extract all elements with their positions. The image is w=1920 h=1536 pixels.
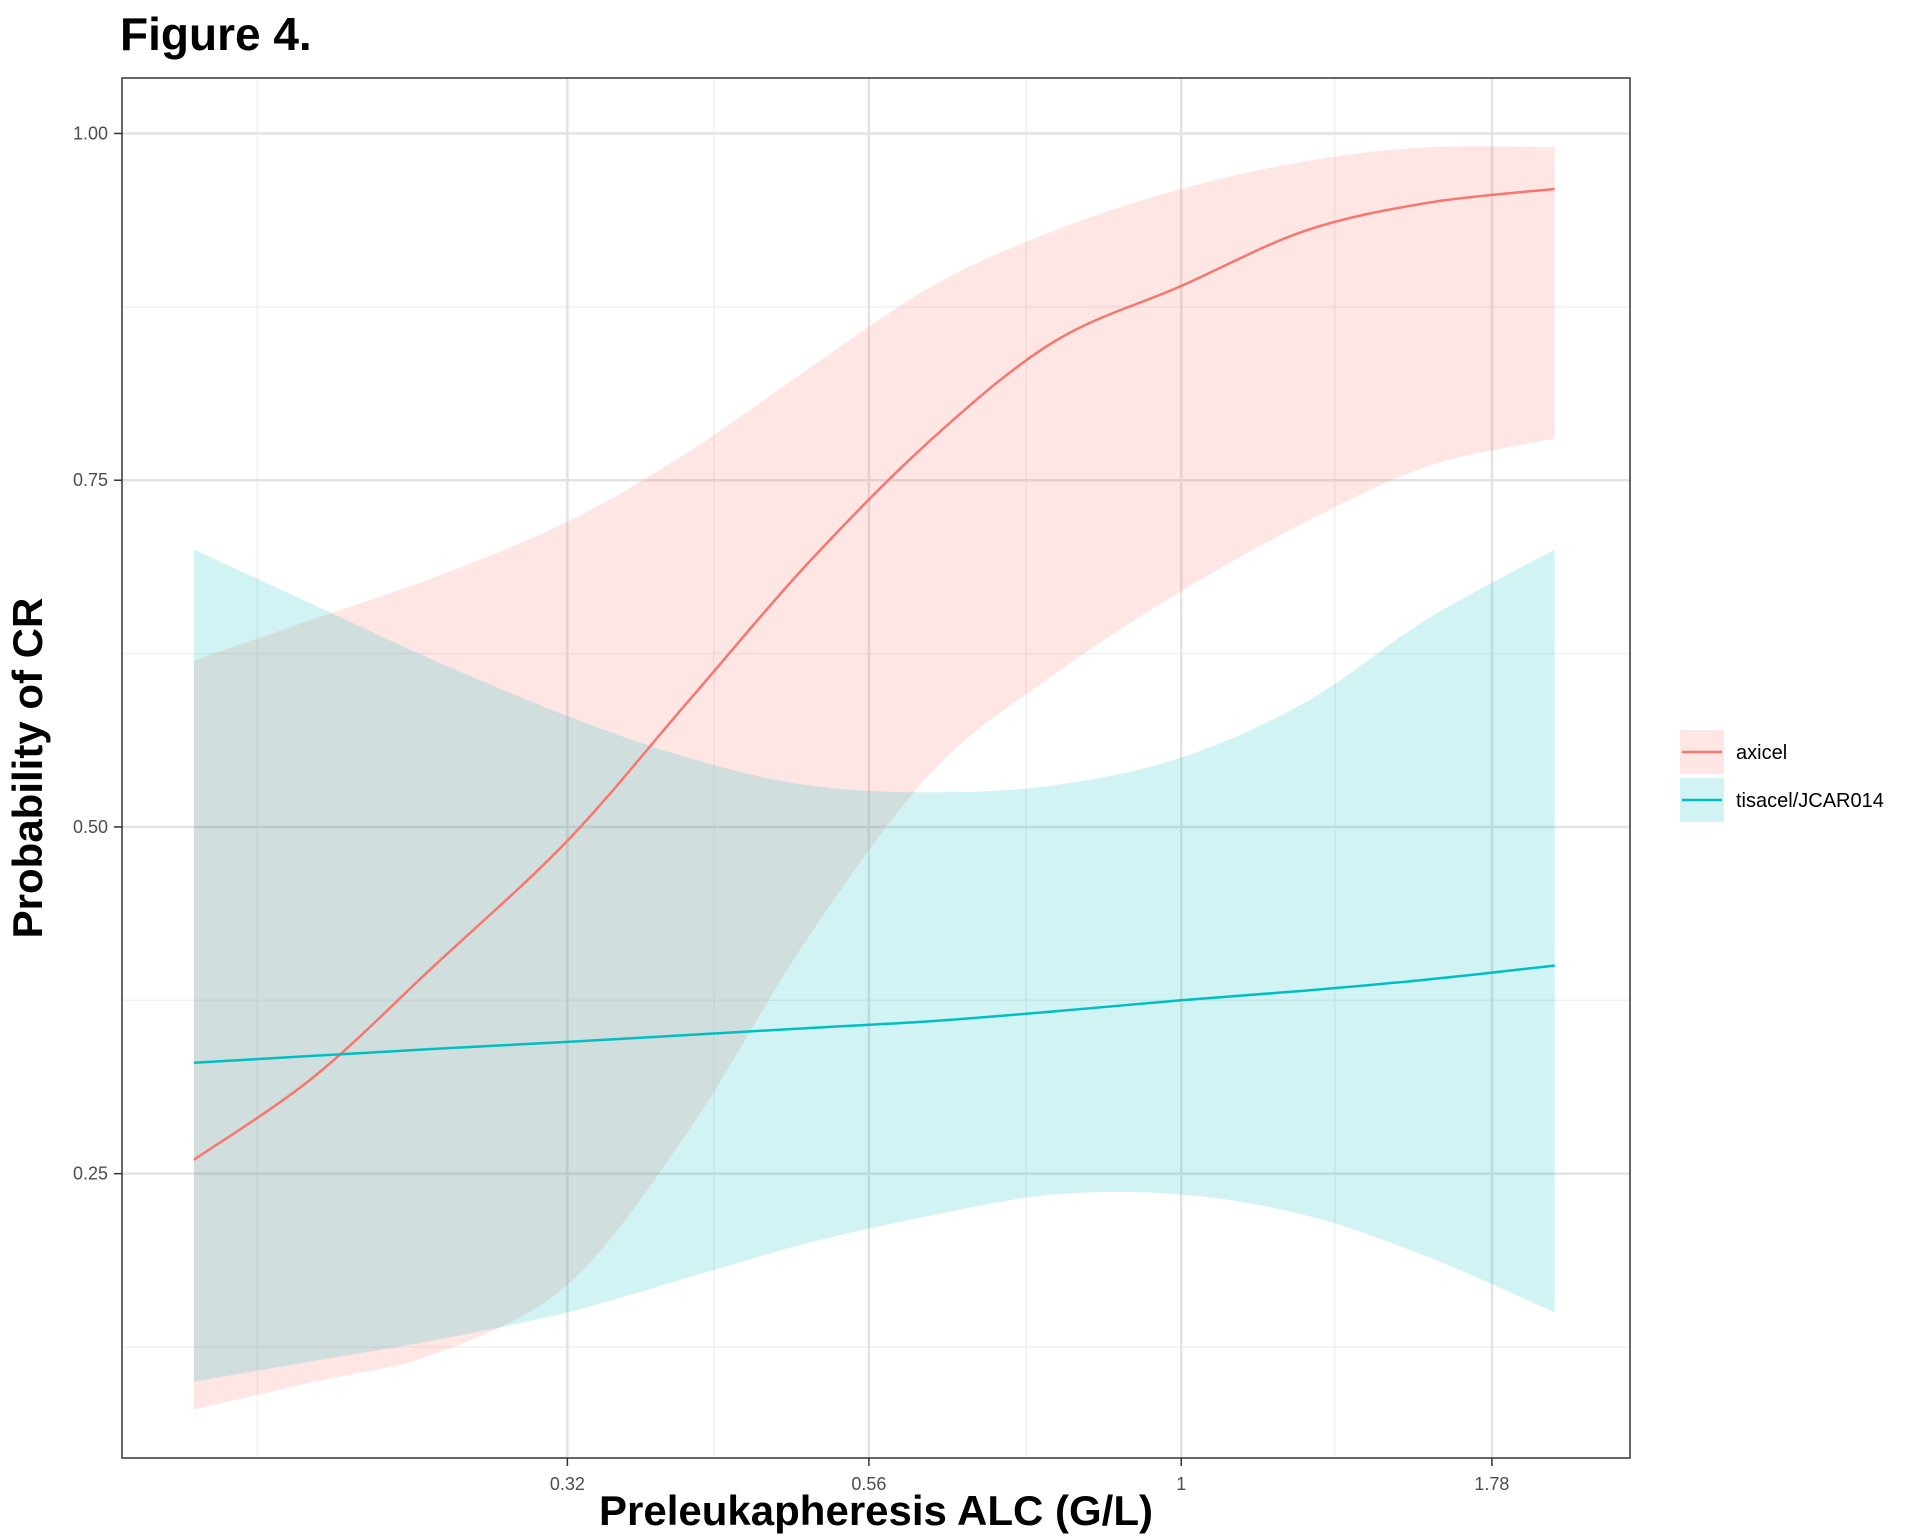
legend-label: tisacel/JCAR014	[1736, 790, 1884, 812]
confidence-band-axicel	[193, 146, 1555, 1410]
x-tick-label: 0.32	[550, 1474, 585, 1494]
y-tick-label: 0.75	[73, 470, 108, 490]
y-tick-label: 1.00	[73, 123, 108, 143]
y-axis-title: Probability of CR	[4, 598, 51, 939]
x-axis-title: Preleukapheresis ALC (G/L)	[599, 1487, 1153, 1534]
panel-background	[122, 78, 1630, 1458]
x-tick-label: 0.56	[851, 1474, 886, 1494]
confidence-band-tisacel	[193, 549, 1555, 1382]
series-line-tisacel	[193, 964, 1555, 1064]
x-tick-label: 1.78	[1474, 1474, 1509, 1494]
plot-panel	[121, 77, 1631, 1459]
x-tick-label: 1	[1176, 1474, 1186, 1494]
figure-label: Figure 4.	[120, 8, 312, 60]
legend-label: axicel	[1736, 742, 1787, 764]
y-tick-label: 0.50	[73, 817, 108, 837]
y-tick-label: 0.25	[73, 1164, 108, 1184]
x-axis-ticks: 0.32 0.56 1 1.78	[550, 1458, 1509, 1494]
y-axis-ticks: 0.25 0.50 0.75 1.00	[73, 123, 122, 1184]
panel-border	[121, 77, 1631, 1459]
legend: axicel tisacel/JCAR014	[1680, 730, 1884, 822]
series-line-axicel	[193, 187, 1555, 1161]
